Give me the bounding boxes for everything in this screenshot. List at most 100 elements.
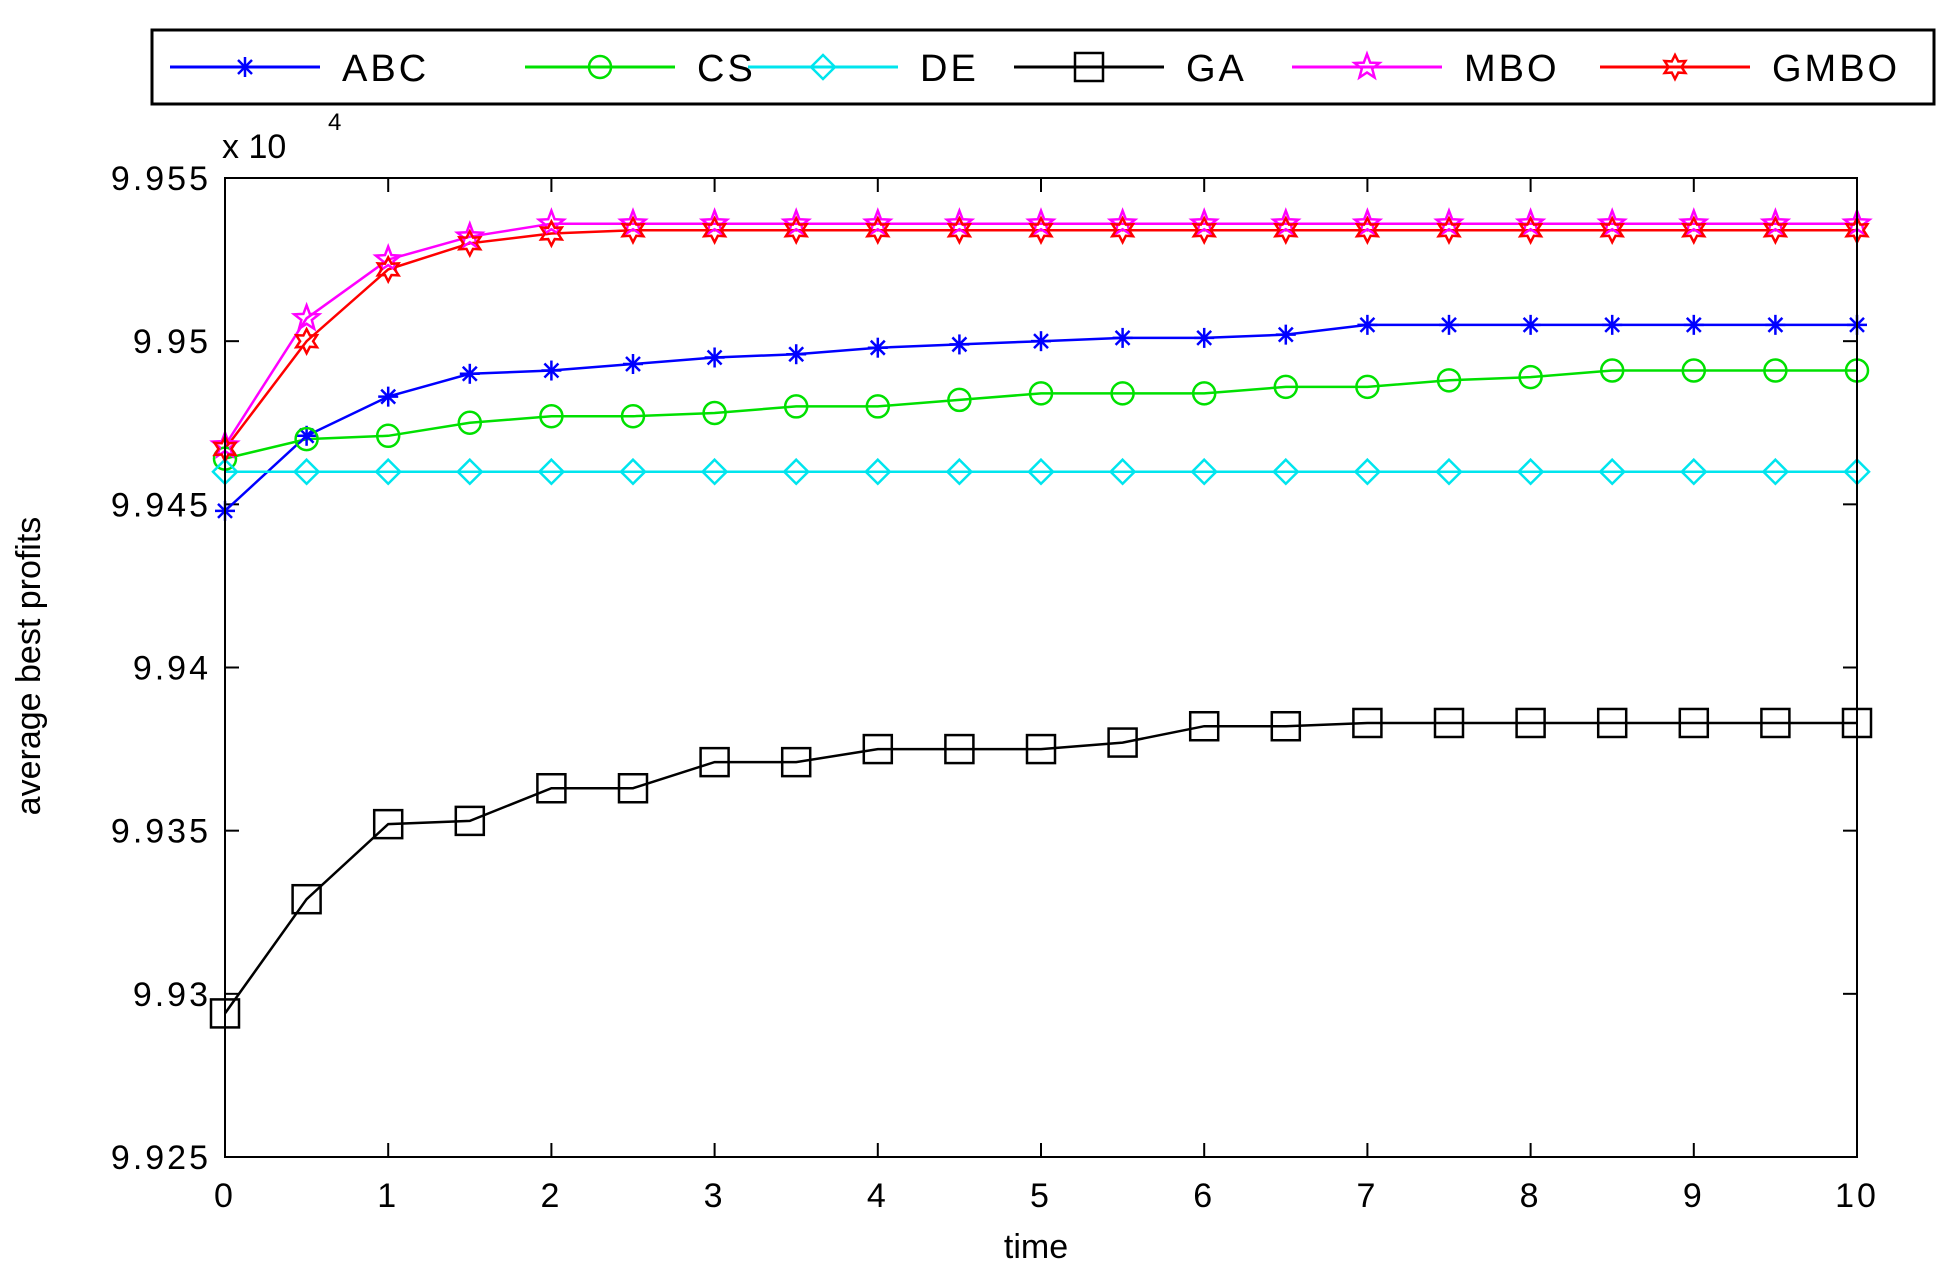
data-point-ga [617, 772, 649, 804]
data-point-mbo [1678, 207, 1710, 238]
y-tick-label: 9.94 [133, 650, 211, 688]
data-point-ga [862, 733, 894, 765]
data-point-cs [1681, 358, 1707, 383]
legend-marker-cs [587, 54, 613, 80]
y-axis-label: average best profits [10, 517, 48, 816]
y-tick-label: 9.95 [133, 323, 211, 361]
data-point-de [1680, 457, 1708, 486]
data-point-mbo [1351, 207, 1384, 238]
data-point-ga [1270, 710, 1302, 742]
data-point-de [537, 457, 566, 486]
data-point-mbo [698, 207, 731, 238]
data-point-abc [704, 347, 725, 368]
data-point-abc [459, 363, 480, 384]
data-point-ga [1515, 707, 1546, 739]
x-axis-label: time [1004, 1228, 1068, 1266]
data-point-mbo [780, 207, 812, 238]
data-point-abc [1765, 314, 1786, 335]
series-line-mbo [223, 222, 1857, 447]
data-point-cs [375, 423, 401, 449]
data-point-de [619, 457, 647, 486]
data-point-gmbo [1354, 215, 1381, 245]
series-markers [209, 207, 1873, 1029]
y-tick-label: 9.93 [133, 976, 211, 1014]
x-tick-label: 2 [540, 1177, 562, 1215]
data-point-de [456, 457, 484, 486]
data-point-ga [454, 805, 486, 837]
data-point-mbo [1514, 207, 1547, 238]
data-point-mbo [1433, 207, 1465, 238]
data-point-cs [1191, 381, 1217, 406]
data-point-mbo [535, 207, 568, 238]
data-point-abc [378, 386, 399, 407]
data-point-gmbo [375, 254, 401, 285]
data-point-abc [623, 354, 643, 375]
data-point-cs [1273, 374, 1299, 400]
data-point-mbo [862, 207, 894, 238]
data-point-de [1108, 457, 1137, 486]
data-point-ga [699, 746, 730, 778]
data-point-gmbo [1273, 215, 1299, 245]
series-line-cs [224, 369, 1857, 460]
data-point-cs [947, 387, 972, 413]
data-point-ga [944, 733, 975, 765]
series-lines [223, 222, 1857, 1015]
data-point-mbo [1270, 207, 1302, 238]
data-point-abc [1031, 331, 1051, 352]
data-point-cs [702, 400, 727, 426]
data-point-ga [1678, 707, 1710, 739]
data-point-ga [291, 883, 322, 915]
data-point-cs [1355, 374, 1380, 400]
data-point-de [1761, 457, 1790, 486]
data-point-gmbo [1028, 215, 1054, 245]
data-point-ga [1433, 707, 1465, 739]
data-point-cs [865, 394, 891, 419]
data-point-gmbo [293, 326, 320, 356]
data-point-mbo [290, 301, 323, 332]
data-point-mbo [1025, 207, 1057, 238]
data-point-cs [1599, 358, 1625, 383]
legend-label-abc: ABC [342, 48, 429, 90]
data-point-gmbo [1191, 215, 1217, 245]
data-point-de [1598, 457, 1626, 486]
data-point-cs [457, 410, 483, 435]
data-point-cs [620, 403, 646, 429]
data-point-abc [1357, 314, 1378, 335]
data-point-abc [867, 337, 888, 358]
x-tick-label: 1 [377, 1177, 399, 1215]
data-point-de [1027, 457, 1055, 486]
legend-marker-gmbo [1662, 52, 1688, 82]
x-tick-label: 5 [1030, 1177, 1052, 1215]
y-tick-label: 9.955 [111, 160, 211, 198]
data-point-cs [1110, 381, 1135, 406]
x-tick-label: 3 [704, 1177, 726, 1215]
x-tick-label: 6 [1193, 1177, 1215, 1215]
data-point-abc [786, 344, 807, 365]
x-tick-label: 8 [1520, 1177, 1542, 1215]
data-point-ga [536, 772, 567, 804]
x-tick-label: 0 [214, 1177, 236, 1215]
data-point-de [292, 457, 321, 486]
data-point-gmbo [1109, 215, 1136, 245]
data-point-abc [1683, 314, 1704, 335]
data-point-de [1190, 457, 1218, 486]
data-point-abc [1439, 314, 1459, 335]
data-point-gmbo [865, 215, 891, 245]
y-tick-label: 9.935 [111, 813, 211, 851]
data-point-mbo [1106, 207, 1139, 238]
data-point-cs [1028, 381, 1054, 406]
data-point-ga [1352, 707, 1383, 739]
data-point-ga [1760, 707, 1791, 739]
data-point-gmbo [620, 215, 646, 245]
data-point-de [864, 457, 892, 486]
x-tick-label: 10 [1835, 1177, 1879, 1215]
data-point-de [1516, 457, 1545, 486]
data-point-ga [1188, 710, 1220, 742]
data-point-cs [783, 394, 809, 419]
x-tick-label: 7 [1356, 1177, 1378, 1215]
data-point-mbo [943, 207, 976, 238]
data-point-cs [539, 403, 564, 429]
data-point-de [374, 457, 402, 486]
data-point-ga [1596, 707, 1628, 739]
data-point-ga [1107, 727, 1138, 758]
